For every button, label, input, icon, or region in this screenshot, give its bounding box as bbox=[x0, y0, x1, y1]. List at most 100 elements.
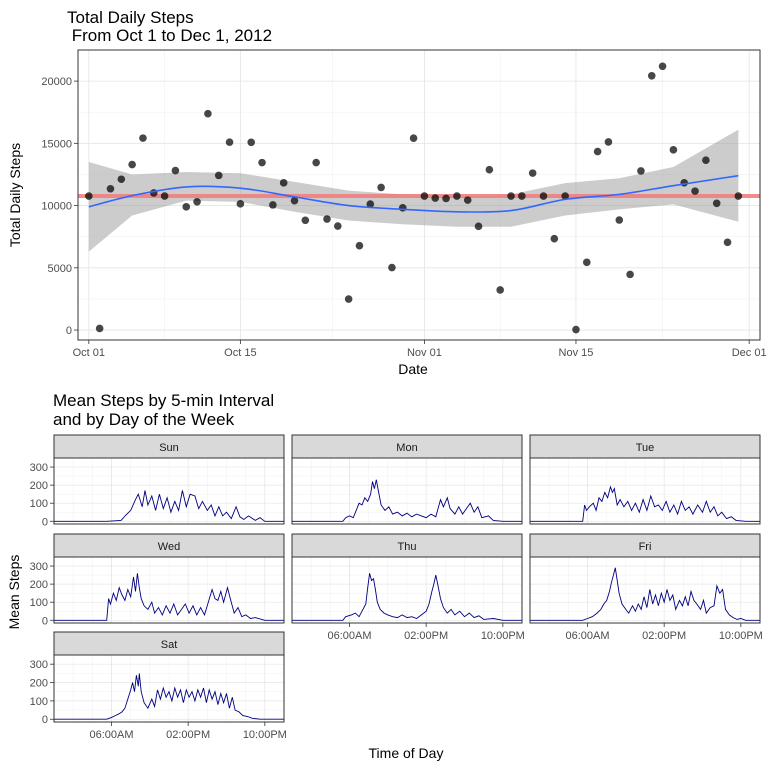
data-point bbox=[214, 171, 223, 180]
bottom-chart-title-line1: Mean Steps by 5-min Interval bbox=[53, 391, 274, 410]
data-point bbox=[431, 194, 440, 202]
x-tick-label: 02:00PM bbox=[404, 630, 448, 642]
data-point bbox=[734, 192, 743, 200]
data-point bbox=[453, 192, 461, 200]
y-tick-label: 0 bbox=[42, 516, 48, 528]
data-point bbox=[647, 72, 656, 80]
x-tick-label: Dec 01 bbox=[732, 347, 767, 359]
data-point bbox=[604, 138, 613, 146]
y-tick-label: 200 bbox=[30, 480, 48, 492]
facet-panel-tue: Tue bbox=[529, 434, 761, 525]
data-point bbox=[691, 187, 699, 195]
bottom-chart-y-axis-label: Mean Steps bbox=[6, 555, 22, 630]
facet-panels: Sun 0 100 200 300 Mon Tue Wed 0 100 200 300 Thu 06:00… bbox=[30, 434, 763, 741]
x-tick-label: 06:00AM bbox=[565, 630, 609, 642]
data-point bbox=[626, 270, 634, 279]
data-point bbox=[572, 325, 580, 334]
data-point bbox=[236, 200, 245, 208]
data-point bbox=[507, 192, 515, 200]
x-tick-label: Nov 01 bbox=[407, 347, 442, 359]
x-tick-label: 06:00AM bbox=[327, 630, 371, 642]
data-point bbox=[582, 258, 591, 267]
data-point bbox=[139, 134, 147, 142]
y-tick-label: 10000 bbox=[41, 201, 72, 213]
facet-strip-label: Sat bbox=[161, 639, 178, 651]
smooth-line bbox=[88, 174, 739, 213]
data-point bbox=[420, 192, 429, 200]
data-point bbox=[658, 62, 667, 71]
facet-strip-label: Mon bbox=[396, 442, 417, 454]
data-point bbox=[528, 169, 537, 177]
data-point bbox=[301, 216, 310, 225]
data-point bbox=[344, 295, 353, 303]
y-tick-label: 100 bbox=[30, 498, 48, 510]
y-tick-label: 5000 bbox=[48, 263, 72, 275]
series-line bbox=[54, 573, 284, 621]
top-chart-x-axis-label: Date bbox=[398, 361, 428, 377]
facet-panel-border bbox=[529, 556, 761, 624]
facet-panel-border bbox=[291, 457, 523, 525]
x-tick-label: 10:00PM bbox=[481, 630, 525, 642]
data-point bbox=[117, 175, 126, 184]
facet-strip-label: Fri bbox=[639, 541, 652, 553]
y-tick-label: 0 bbox=[42, 615, 48, 627]
facet-panel-sun: Sun 0 100 200 300 bbox=[30, 434, 285, 528]
data-point bbox=[334, 222, 342, 230]
facet-panel-wed: Wed 0 100 200 300 bbox=[30, 533, 285, 627]
y-tick-label: 300 bbox=[30, 659, 48, 671]
x-tick-label: 10:00PM bbox=[243, 729, 287, 741]
data-point bbox=[539, 192, 548, 200]
data-point bbox=[204, 109, 212, 118]
data-point bbox=[355, 241, 364, 250]
data-point bbox=[323, 215, 331, 223]
data-point bbox=[85, 192, 93, 200]
top-plot-border bbox=[77, 49, 761, 341]
data-point bbox=[193, 197, 201, 206]
data-point bbox=[593, 147, 602, 156]
data-point bbox=[128, 160, 136, 169]
data-point bbox=[95, 324, 104, 333]
data-point bbox=[388, 263, 396, 272]
data-point bbox=[463, 196, 472, 204]
data-point bbox=[680, 178, 689, 187]
data-point bbox=[409, 134, 418, 142]
top-chart-y-axis-label: Total Daily Steps bbox=[7, 143, 23, 247]
facet-panel-border bbox=[53, 556, 285, 624]
series-line bbox=[54, 490, 284, 522]
data-point bbox=[225, 138, 234, 146]
data-point bbox=[712, 199, 721, 208]
data-point bbox=[550, 234, 559, 243]
data-point bbox=[258, 158, 266, 167]
data-point bbox=[312, 158, 320, 167]
data-point bbox=[561, 192, 569, 200]
facet-panel-fri: Fri 06:00AM 02:00PM 10:00PM bbox=[529, 533, 763, 642]
series-line bbox=[54, 673, 284, 720]
data-point bbox=[160, 192, 169, 200]
y-tick-label: 100 bbox=[30, 597, 48, 609]
facet-strip-label: Tue bbox=[636, 442, 655, 454]
facet-strip-label: Sun bbox=[159, 442, 179, 454]
data-point bbox=[518, 192, 526, 200]
data-point bbox=[474, 222, 483, 231]
data-point bbox=[442, 194, 450, 203]
data-point bbox=[279, 179, 288, 187]
x-tick-label: 06:00AM bbox=[89, 729, 133, 741]
data-point bbox=[366, 200, 375, 208]
data-point bbox=[723, 238, 732, 247]
y-tick-label: 200 bbox=[30, 579, 48, 591]
y-tick-label: 15000 bbox=[41, 138, 72, 150]
bottom-chart-title-line2: and by Day of the Week bbox=[53, 410, 235, 429]
data-point bbox=[702, 156, 710, 164]
x-tick-label: 02:00PM bbox=[166, 729, 210, 741]
y-tick-label: 200 bbox=[30, 678, 48, 690]
data-point bbox=[247, 138, 256, 147]
x-tick-label: 10:00PM bbox=[719, 630, 763, 642]
y-tick-label: 100 bbox=[30, 696, 48, 708]
facet-panel-border bbox=[53, 457, 285, 525]
y-tick-label: 20000 bbox=[41, 76, 72, 88]
bottom-chart-x-axis-label: Time of Day bbox=[369, 745, 444, 761]
x-tick-label: Nov 15 bbox=[559, 347, 594, 359]
facet-panel-border bbox=[53, 654, 285, 723]
data-point bbox=[377, 183, 385, 192]
x-tick-label: Oct 01 bbox=[73, 347, 105, 359]
